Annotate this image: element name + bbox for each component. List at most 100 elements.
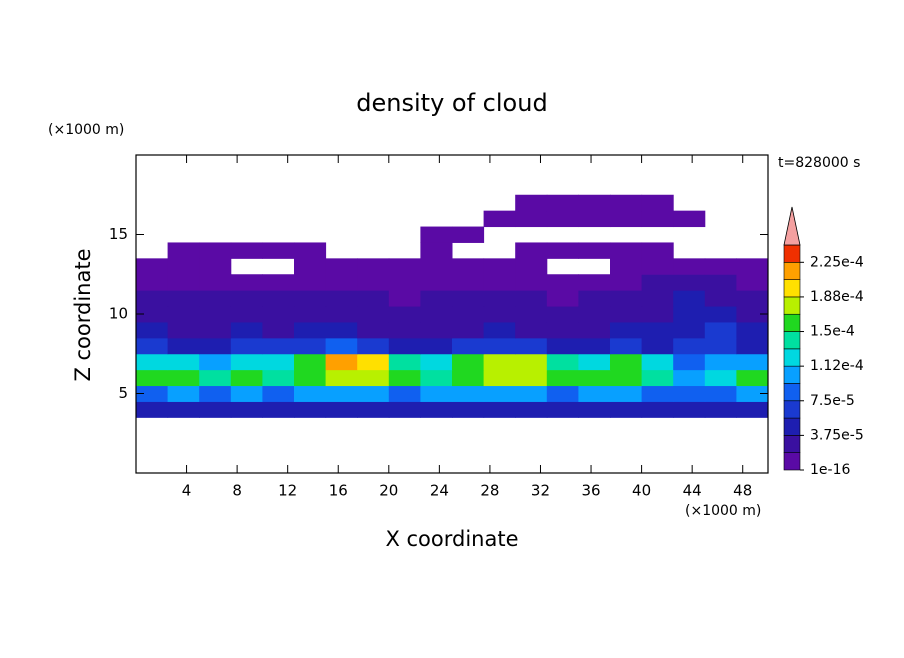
contour-cell <box>294 385 327 402</box>
contour-cell <box>420 337 453 355</box>
contour-cell <box>483 401 516 418</box>
contour-cell <box>357 258 390 275</box>
contour-cell <box>452 401 485 418</box>
contour-cell <box>641 337 674 355</box>
contour-cell <box>388 306 421 323</box>
contour-cell <box>388 353 421 371</box>
contour-cell <box>546 290 579 307</box>
contour-cell <box>641 321 674 339</box>
contour-cell <box>515 210 548 228</box>
colorbar-segment <box>783 400 801 419</box>
contour-cell <box>167 385 200 402</box>
x-tick-label: 4 <box>182 482 192 500</box>
contour-cell <box>136 369 169 387</box>
contour-cell <box>673 337 706 355</box>
contour-cell <box>578 353 611 371</box>
contour-cell <box>610 369 643 387</box>
contour-cell <box>704 401 737 418</box>
contour-cell <box>673 353 706 371</box>
contour-cell <box>294 401 327 418</box>
contour-cell <box>546 385 579 402</box>
contour-cell <box>136 290 169 307</box>
contour-cell <box>167 274 200 291</box>
contour-cell <box>230 242 263 259</box>
contour-cell <box>736 258 769 275</box>
contour-cell <box>610 210 643 228</box>
contour-cell <box>610 337 643 355</box>
contour-cell <box>230 369 263 387</box>
contour-cell <box>420 369 453 387</box>
contour-cell <box>325 290 358 307</box>
contour-cell <box>578 369 611 387</box>
contour-cell <box>673 385 706 402</box>
contour-cell <box>230 385 263 402</box>
contour-cell <box>641 385 674 402</box>
contour-cell <box>673 258 706 275</box>
contour-cell <box>736 321 769 339</box>
colorbar-tick-label: 2.25e-4 <box>810 254 864 270</box>
contour-cell <box>452 226 485 243</box>
contour-cell <box>136 321 169 339</box>
contour-cell <box>673 306 706 323</box>
contour-cell <box>673 274 706 291</box>
contour-cell <box>199 337 232 355</box>
contour-cell <box>452 353 485 371</box>
contour-cell <box>515 258 548 275</box>
contour-cell <box>483 290 516 307</box>
contour-cell <box>546 242 579 259</box>
contour-cell <box>483 369 516 387</box>
contour-cell <box>483 321 516 339</box>
contour-cell <box>325 337 358 355</box>
contour-cell <box>610 306 643 323</box>
contour-cell <box>325 274 358 291</box>
chart-title: density of cloud <box>356 89 547 117</box>
contour-cell <box>736 337 769 355</box>
contour-cell <box>578 274 611 291</box>
contour-cell <box>515 337 548 355</box>
contour-cell <box>167 401 200 418</box>
contour-cell <box>199 290 232 307</box>
contour-cell <box>578 385 611 402</box>
contour-cell <box>199 401 232 418</box>
contour-cell <box>546 369 579 387</box>
contour-cell <box>262 321 295 339</box>
contour-cell <box>388 321 421 339</box>
contour-cell <box>230 290 263 307</box>
contour-cell <box>578 306 611 323</box>
colorbar-tick-label: 1.12e-4 <box>810 358 864 374</box>
contour-cell <box>199 369 232 387</box>
contour-cell <box>483 274 516 291</box>
contour-cell <box>578 321 611 339</box>
contour-cell <box>230 401 263 418</box>
contour-cell <box>546 321 579 339</box>
contour-cell <box>262 242 295 259</box>
contour-cell <box>546 306 579 323</box>
contour-cell <box>167 306 200 323</box>
contour-cell <box>736 306 769 323</box>
contour-cell <box>262 290 295 307</box>
contour-cell <box>230 321 263 339</box>
contour-cell <box>578 210 611 228</box>
colorbar-segment <box>783 279 801 298</box>
contour-cell <box>578 194 611 212</box>
contour-cell <box>452 258 485 275</box>
contour-cell <box>483 385 516 402</box>
contour-cell <box>704 385 737 402</box>
contour-cell <box>262 306 295 323</box>
x-tick-label: 48 <box>733 482 752 500</box>
contour-cell <box>704 274 737 291</box>
contour-cell <box>515 401 548 418</box>
contour-cell <box>357 353 390 371</box>
colorbar-segment <box>783 417 801 436</box>
x-tick-label: 8 <box>232 482 242 500</box>
contour-cell <box>294 258 327 275</box>
contour-cell <box>136 306 169 323</box>
contour-cell <box>420 401 453 418</box>
contour-cell <box>167 369 200 387</box>
contour-cell <box>262 385 295 402</box>
contour-cell <box>420 274 453 291</box>
contour-cell <box>641 210 674 228</box>
contour-cell <box>325 369 358 387</box>
colorbar-tick-label: 1.5e-4 <box>810 324 855 340</box>
colorbar-segment <box>783 452 801 471</box>
